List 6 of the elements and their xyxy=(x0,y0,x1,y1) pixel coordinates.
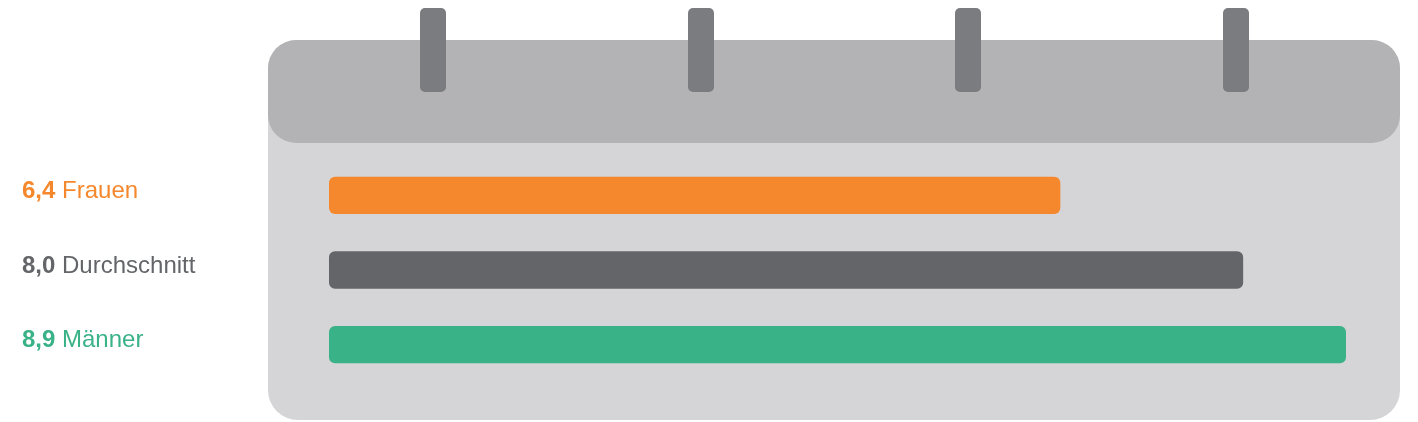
y-tick-label: Frauen xyxy=(62,175,139,203)
y-tick-label: Durchschnitt xyxy=(62,250,196,278)
data-label: 8,9 xyxy=(22,325,56,353)
data-label: 8,0 xyxy=(22,250,56,278)
y-tick-label: Männer xyxy=(62,325,144,353)
data-label: 6,4 xyxy=(22,175,57,203)
